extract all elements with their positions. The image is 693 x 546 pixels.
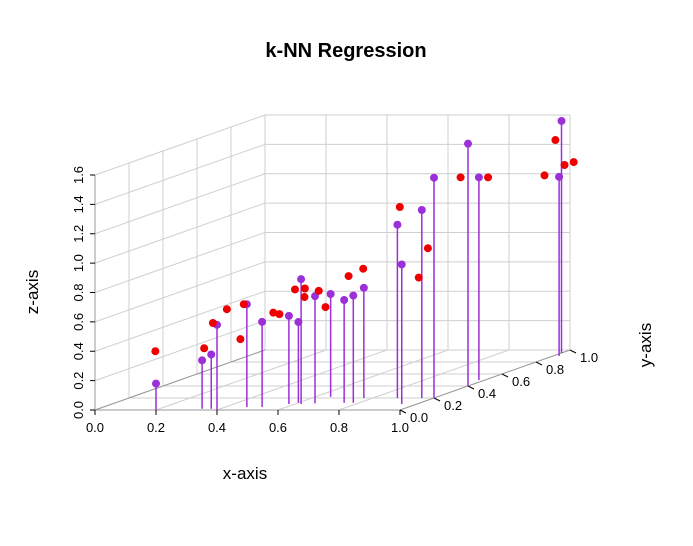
predicted-point [151, 347, 160, 356]
predicted-point [551, 136, 560, 145]
points-layer [151, 116, 578, 388]
predicted-point [321, 303, 330, 312]
x-tick-label: 0.4 [208, 420, 226, 435]
y-tick-label: 1.0 [580, 350, 598, 365]
observed-point [284, 311, 293, 320]
observed-point [258, 317, 267, 326]
y-tick-label: 0.2 [444, 398, 462, 413]
floor-grid-line [338, 349, 510, 411]
y-tick-label: 0.8 [546, 362, 564, 377]
z-tick-label: 1.0 [71, 254, 86, 272]
predicted-point [344, 272, 353, 281]
left-wall-grid-line [94, 143, 266, 205]
y-tick-label: 0.4 [478, 386, 496, 401]
observed-point [207, 350, 216, 359]
floor-grid-line [216, 349, 388, 411]
y-tick-label: 0.6 [512, 374, 530, 389]
chart-title: k-NN Regression [265, 40, 426, 62]
left-wall-grid-line [94, 261, 266, 323]
observed-point [464, 139, 472, 148]
z-tick-label: 1.6 [71, 166, 86, 184]
x-tick-label: 0.2 [147, 420, 165, 435]
observed-point [474, 173, 483, 182]
box-edge [94, 349, 266, 411]
observed-point [555, 172, 564, 181]
observed-point [430, 173, 438, 182]
predicted-point [569, 158, 578, 167]
box-edge [399, 349, 571, 411]
left-wall-grid-line [94, 320, 266, 382]
x-axis-label: x-axis [223, 464, 267, 483]
left-wall-grid-line [94, 290, 266, 352]
predicted-point [456, 173, 465, 182]
predicted-point [414, 273, 423, 282]
z-tick-label: 1.2 [71, 225, 86, 243]
y-tick-label: 0.0 [410, 410, 428, 425]
predicted-point [269, 308, 278, 317]
z-axis-label: z-axis [23, 270, 42, 314]
y-tick [535, 361, 543, 366]
predicted-point [222, 305, 231, 314]
predicted-point [423, 244, 432, 253]
y-tick [467, 385, 475, 390]
predicted-point [275, 310, 284, 319]
left-wall-grid-line [94, 232, 266, 293]
predicted-point [236, 335, 245, 344]
observed-point [417, 206, 426, 214]
predicted-point [200, 344, 209, 353]
y-tick [569, 349, 577, 354]
observed-point [397, 260, 406, 269]
predicted-point [560, 161, 569, 169]
z-tick-label: 0.6 [71, 313, 86, 331]
left-wall-grid-line [94, 202, 266, 264]
predicted-point [239, 300, 248, 309]
predicted-point [208, 319, 217, 328]
observed-point [294, 318, 303, 327]
predicted-point [291, 285, 299, 294]
observed-point [326, 289, 335, 298]
observed-point [297, 275, 306, 284]
observed-point [152, 379, 160, 388]
predicted-point [314, 286, 323, 295]
observed-point [557, 116, 566, 125]
left-wall-grid-line [94, 173, 266, 235]
predicted-point [300, 293, 309, 302]
predicted-point [359, 264, 368, 273]
x-tick-label: 0.8 [330, 420, 348, 435]
observed-point [349, 291, 358, 300]
z-tick-label: 0.8 [71, 283, 86, 301]
grid-layer [94, 114, 571, 411]
y-axis-label: y-axis [636, 323, 655, 367]
ticks-layer: 0.0 0.2 0.4 0.6 0.8 1.00.00.20.40.60.81.00.00… [71, 166, 598, 435]
z-tick-label: 0.2 [71, 372, 86, 390]
observed-point [340, 295, 349, 304]
x-tick-label: 0.0 [86, 420, 104, 435]
drop-lines-layer [155, 120, 563, 410]
z-tick-label: 1.4 [71, 195, 86, 213]
observed-point [359, 283, 368, 292]
left-wall-grid-line [94, 114, 266, 176]
observed-point [393, 220, 402, 229]
predicted-point [540, 171, 549, 180]
predicted-point [395, 203, 404, 211]
x-tick-label: 1.0 [391, 420, 409, 435]
x-tick-label: 0.6 [269, 420, 287, 435]
floor-grid-line [277, 349, 449, 411]
observed-point [198, 356, 207, 365]
y-tick [501, 373, 509, 378]
predicted-point [484, 173, 493, 182]
z-tick-label: 0.4 [71, 342, 86, 360]
z-tick-label: 0.0 [71, 401, 86, 419]
y-tick [399, 409, 407, 414]
y-tick [433, 397, 441, 402]
predicted-point [300, 284, 309, 293]
